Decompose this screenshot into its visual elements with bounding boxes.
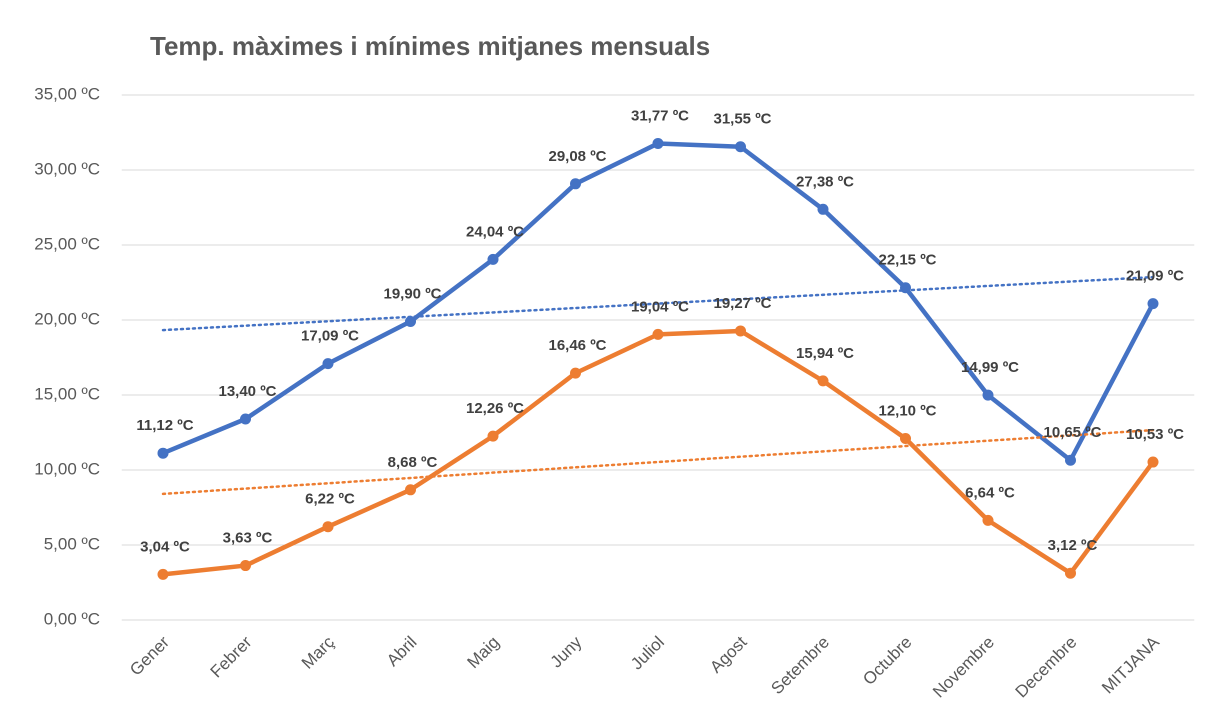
point [735,325,746,337]
data-label: 3,63 ºC [223,530,273,547]
x-tick-label: Febrer [207,632,256,681]
point [1065,567,1076,579]
point [817,375,829,387]
trendline [161,275,1155,332]
point [157,568,169,580]
point [570,367,581,379]
data-label: 19,90 ºC [383,285,441,302]
point [487,430,499,442]
data-label: 14,99 ºC [961,359,1019,376]
data-label: 3,12 ºC [1048,537,1098,554]
x-tick-label: Març [298,632,339,673]
data-label: 16,46 ºC [548,337,606,354]
point [322,358,334,370]
data-label: 10,65 ºC [1043,424,1101,441]
point [157,447,169,459]
y-tick-label: 10,00 ºC [34,459,100,478]
x-tick-label: Decembre [1012,633,1081,702]
y-tick-label: 35,00 ºC [34,84,100,103]
data-label: 13,40 ºC [218,383,276,400]
point [487,253,499,265]
point [982,514,994,526]
point [240,560,251,572]
point [982,389,994,401]
point [817,203,829,215]
data-label: 15,94 ºC [796,345,854,362]
point [322,521,334,533]
x-tick-label: Maig [464,633,503,672]
point [652,328,664,340]
x-tick-label: Novembre [929,633,998,702]
data-label: 29,08 ºC [548,148,606,165]
y-tick-label: 15,00 ºC [34,384,100,403]
data-label: 24,04 ºC [466,223,524,240]
data-label: 10,53 ºC [1126,426,1184,443]
data-label: 21,09 ºC [1126,268,1184,285]
y-tick-label: 0,00 ºC [44,609,100,628]
y-tick-label: 20,00 ºC [34,309,100,328]
y-tick-label: 30,00 ºC [34,159,100,178]
x-tick-label: Octubre [859,633,915,689]
x-tick-label: Setembre [767,633,833,699]
point [570,178,581,190]
x-tick-label: Agost [706,632,750,676]
data-label: 31,55 ºC [713,111,771,128]
x-tick-label: Abril [383,633,420,670]
data-label: 11,12 ºC [136,417,193,434]
data-label: 19,27 ºC [713,295,771,312]
data-label: 27,38 ºC [796,173,854,190]
point [1147,298,1159,310]
x-tick-label: Gener [126,632,173,679]
point [900,433,911,444]
data-label: 17,09 ºC [301,328,359,345]
chart-title: Temp. màximes i mínimes mitjanes mensual… [150,31,710,61]
data-label: 6,64 ºC [965,484,1015,501]
data-label: 19,04 ºC [631,298,689,315]
x-tick-label: Juliol [627,633,668,674]
x-tick-label: MITJANA [1098,632,1163,697]
data-label: 3,04 ºC [140,538,190,555]
data-label: 31,77 ºC [631,107,689,124]
point [1147,456,1159,468]
data-label: 12,10 ºC [878,402,936,419]
data-label: 8,68 ºC [388,454,438,471]
x-tick-label: Juny [547,632,586,671]
y-tick-label: 25,00 ºC [34,234,100,253]
data-label: 22,15 ºC [878,252,936,269]
point [652,137,664,149]
data-label: 12,26 ºC [466,400,524,417]
y-tick-label: 5,00 ºC [44,534,100,553]
point [900,282,911,294]
point [405,484,416,496]
data-label: 6,22 ºC [305,491,355,508]
point [405,316,416,327]
point [1065,454,1076,466]
point [240,413,251,425]
point [735,141,746,153]
